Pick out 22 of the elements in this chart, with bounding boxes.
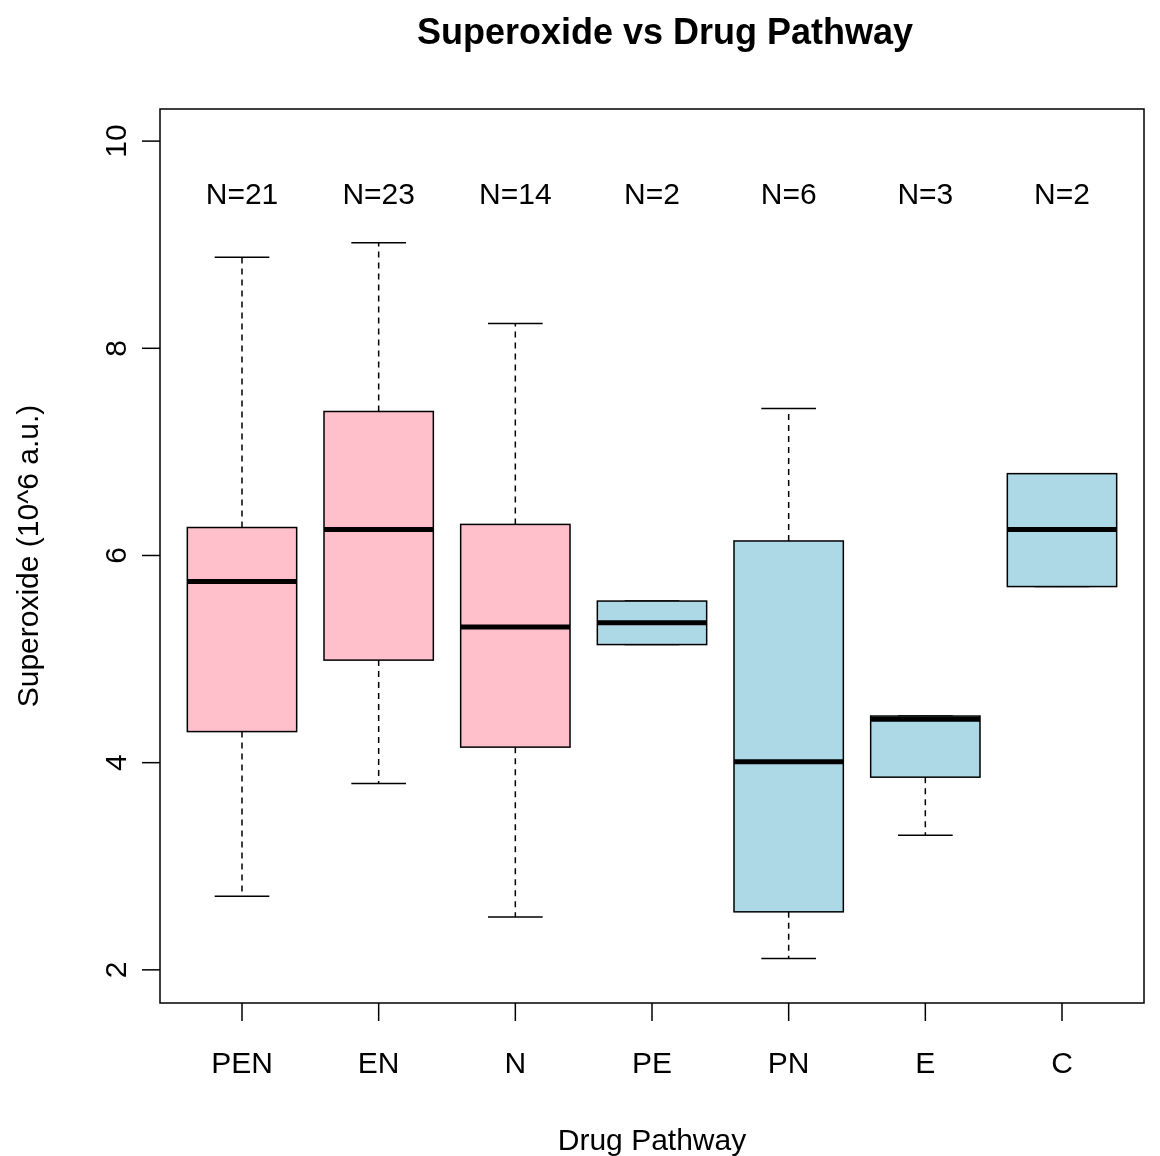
- annotation: N=6: [760, 176, 817, 210]
- annotation: N=2: [624, 176, 680, 210]
- annotation: N=2: [1034, 176, 1090, 210]
- y-tick-label: 2: [98, 961, 132, 979]
- x-tick-label: PN: [767, 1046, 810, 1079]
- annotation: N=14: [479, 176, 552, 210]
- annotation: N=23: [342, 176, 415, 210]
- y-tick-label: 10: [98, 124, 132, 158]
- annotation: N=3: [897, 176, 954, 210]
- y-tick-label: 8: [98, 339, 132, 357]
- x-tick-label: N: [504, 1046, 527, 1079]
- x-axis-title: Drug Pathway: [557, 1123, 747, 1156]
- x-tick-label: E: [915, 1046, 936, 1079]
- y-tick-label: 6: [98, 547, 132, 564]
- chart-title: Superoxide vs Drug Pathway: [416, 11, 914, 52]
- x-tick-label: PE: [631, 1046, 673, 1079]
- x-tick-label: EN: [357, 1046, 400, 1079]
- y-tick-label: 4: [98, 754, 132, 772]
- annotation: N=21: [205, 176, 279, 210]
- y-axis-title: Superoxide (10^6 a.u.): [11, 404, 44, 708]
- x-tick-label: C: [1051, 1046, 1073, 1079]
- x-tick-label: PEN: [211, 1046, 273, 1079]
